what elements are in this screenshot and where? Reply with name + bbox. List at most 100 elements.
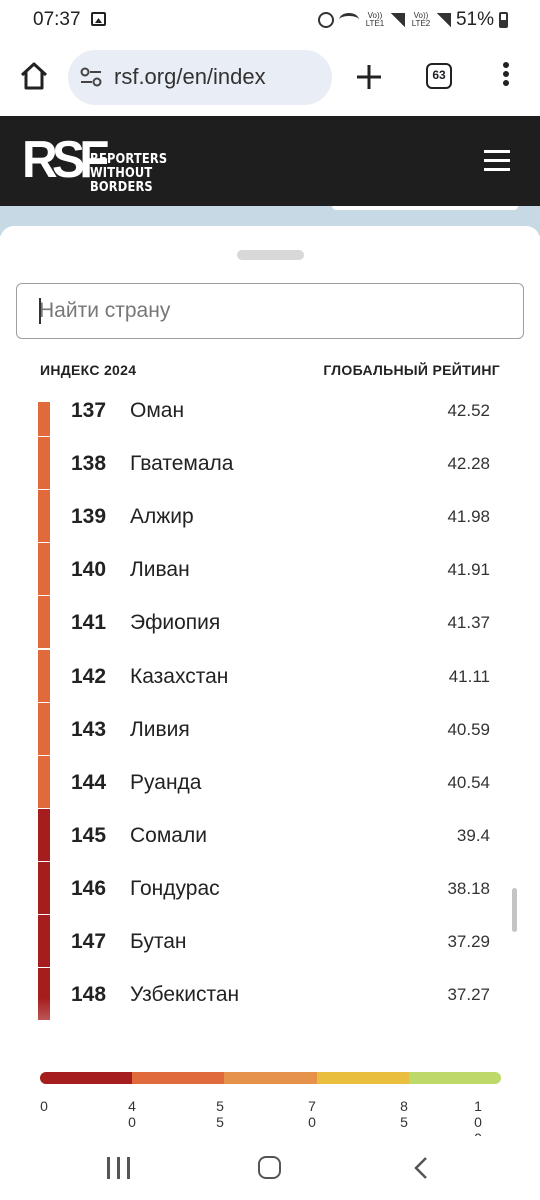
new-tab-icon[interactable]: [354, 62, 384, 92]
index-panel: ИНДЕКС 2024 ГЛОБАЛЬНЫЙ РЕЙТИНГ 137 Оман 42…: [0, 226, 540, 1146]
system-nav-bar: [0, 1136, 540, 1200]
ranking-row[interactable]: 138 Гватемала 42.28: [38, 437, 498, 490]
rsf-logo[interactable]: RSF REPORTERS WITHOUT BORDERS: [22, 131, 212, 195]
status-icons: Vo)) LTE1 Vo)) LTE2 51%: [317, 8, 508, 32]
site-header: RSF REPORTERS WITHOUT BORDERS: [0, 116, 540, 206]
row-score: 40.59: [447, 719, 490, 739]
row-rank: 146: [71, 876, 107, 900]
text-caret: [39, 298, 41, 324]
signal-icon: [390, 13, 405, 27]
logo-line1: REPORTERS: [90, 152, 168, 167]
row-rank: 139: [71, 505, 107, 529]
ranking-row[interactable]: 141 Эфиопия 41.37: [38, 596, 498, 649]
wifi-icon: [338, 13, 359, 27]
row-country: Эфиопия: [130, 611, 221, 635]
row-rank: 148: [71, 983, 107, 1007]
ranking-row[interactable]: 137 Оман 42.52: [38, 402, 498, 437]
row-rank: 144: [71, 770, 107, 794]
logo-line2: WITHOUT BORDERS: [90, 166, 153, 195]
score-color-bar: [38, 861, 50, 914]
row-country: Казахстан: [130, 664, 229, 688]
ranking-row[interactable]: 143 Ливия 40.59: [38, 702, 498, 756]
row-rank: 140: [71, 558, 107, 582]
back-icon[interactable]: [413, 1156, 429, 1180]
country-search[interactable]: [16, 283, 524, 339]
lte1-label: Vo)) LTE1: [365, 11, 385, 28]
row-rank: 137: [71, 402, 107, 422]
logo-mark: RSF: [22, 131, 109, 189]
legend-segment: [316, 1072, 409, 1084]
row-score: 38.18: [447, 878, 490, 898]
drag-handle[interactable]: [237, 250, 304, 260]
alarm-icon: [317, 12, 334, 28]
row-rank: 141: [71, 611, 107, 635]
row-score: 40.54: [447, 772, 490, 792]
country-search-input[interactable]: [39, 284, 509, 337]
score-color-bar: [38, 596, 50, 649]
site-settings-icon[interactable]: [80, 67, 102, 87]
row-country: Алжир: [130, 505, 194, 529]
address-bar[interactable]: rsf.org/en/index: [68, 50, 332, 105]
legend-tick-label: 0: [40, 1098, 48, 1114]
row-country: Руанда: [130, 770, 202, 794]
home-nav-icon[interactable]: [258, 1156, 281, 1179]
score-color-bar: [38, 702, 50, 755]
ranking-row[interactable]: 144 Руанда 40.54: [38, 755, 498, 809]
image-icon: [91, 12, 106, 26]
status-bar: 07:37 Vo)) LTE1 Vo)) LTE2 51%: [0, 0, 540, 40]
legend-segment: [40, 1072, 133, 1084]
row-rank: 147: [71, 930, 107, 953]
global-score-header: ГЛОБАЛЬНЫЙ РЕЙТИНГ: [323, 362, 500, 378]
status-time: 07:37: [33, 9, 81, 30]
row-score: 41.37: [447, 613, 490, 633]
legend-tick-label: 5 5: [216, 1098, 224, 1130]
row-country: Ливан: [130, 558, 190, 582]
row-score: 41.11: [448, 666, 490, 686]
legend-segment: [408, 1072, 501, 1084]
score-color-bar: [38, 402, 50, 436]
ranking-row[interactable]: 148 Узбекистан 37.27: [38, 968, 498, 1021]
legend-tick-label: 8 5: [400, 1098, 408, 1130]
row-country: Оман: [130, 402, 185, 422]
recent-apps-icon[interactable]: [107, 1157, 131, 1179]
row-score: 42.28: [447, 454, 490, 474]
more-menu-icon[interactable]: [496, 62, 516, 92]
legend-tick-label: 4 0: [128, 1098, 136, 1130]
row-score: 37.27: [447, 985, 490, 1005]
score-color-bar: [38, 649, 50, 702]
logo-wordmark: REPORTERS WITHOUT BORDERS: [90, 153, 197, 195]
ranking-list[interactable]: 137 Оман 42.52 138 Гватемала 42.28 139 Алжир 41.…: [38, 402, 518, 1046]
row-rank: 143: [71, 717, 107, 741]
score-color-bar: [38, 755, 50, 808]
ranking-row[interactable]: 142 Казахстан 41.11: [38, 649, 498, 703]
signal-icon: [436, 13, 451, 27]
row-rank: 138: [71, 452, 107, 476]
row-score: 37.29: [447, 932, 490, 951]
legend-segment: [132, 1072, 225, 1084]
score-color-bar: [38, 543, 50, 596]
score-color-bar: [38, 915, 50, 967]
ranking-row[interactable]: 140 Ливан 41.91: [38, 543, 498, 596]
ranking-row[interactable]: 147 Бутан 37.29: [38, 915, 498, 968]
row-score: 39.4: [456, 825, 490, 845]
ranking-row[interactable]: 145 Сомали 39.4: [38, 808, 498, 862]
row-country: Ливия: [130, 717, 190, 741]
row-country: Гондурас: [130, 876, 220, 900]
score-color-bar: [38, 808, 50, 861]
tabs-icon[interactable]: 63: [426, 63, 452, 89]
row-country: Бутан: [130, 930, 187, 953]
score-color-bar: [38, 490, 50, 543]
url-text[interactable]: rsf.org/en/index: [114, 64, 266, 89]
hamburger-menu-icon[interactable]: [484, 150, 510, 172]
ranking-row[interactable]: 139 Алжир 41.98: [38, 490, 498, 543]
ranking-row[interactable]: 146 Гондурас 38.18: [38, 861, 498, 915]
score-color-bar: [38, 437, 50, 490]
index-year-header: ИНДЕКС 2024: [40, 362, 137, 378]
scrollbar-thumb[interactable]: [512, 888, 517, 932]
lte2-label: Vo)) LTE2: [411, 11, 431, 28]
list-scrollbar[interactable]: [512, 402, 518, 1046]
battery-icon: [499, 12, 508, 28]
home-icon[interactable]: [18, 60, 50, 92]
backdrop-card: [332, 206, 518, 210]
legend-tick-label: 7 0: [308, 1098, 316, 1130]
